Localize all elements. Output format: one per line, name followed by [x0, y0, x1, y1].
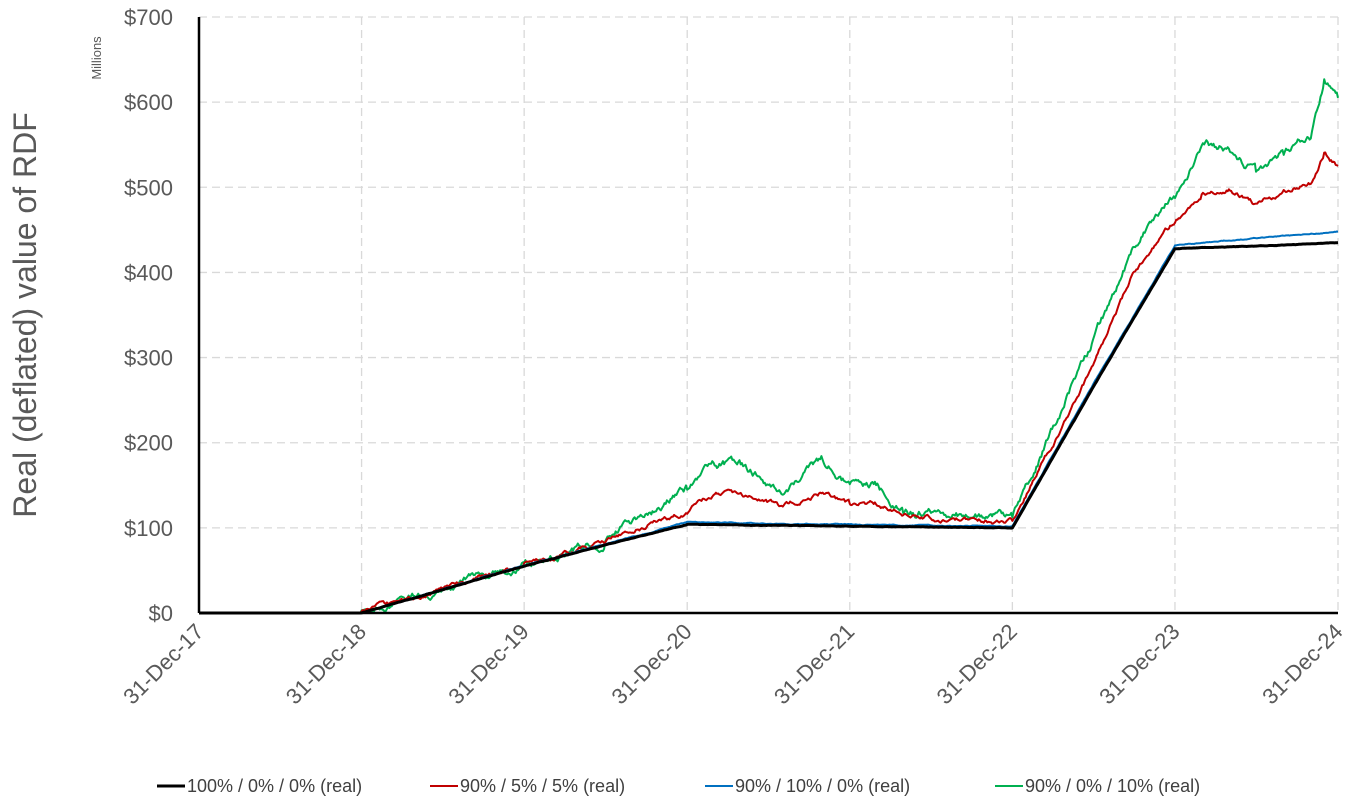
x-tick-label: 31-Dec-22	[932, 619, 1022, 709]
y-tick-label: $400	[124, 260, 173, 285]
legend: 100% / 0% / 0% (real) 90% / 5% / 5% (real…	[157, 776, 1200, 796]
y-tick-label: $200	[124, 431, 173, 456]
x-tick-label: 31-Dec-21	[769, 619, 859, 709]
y-tick-label: $700	[124, 5, 173, 30]
x-tick-label: 31-Dec-20	[606, 619, 696, 709]
x-tick-label: 31-Dec-23	[1094, 619, 1184, 709]
y-tick-label: $500	[124, 175, 173, 200]
y-units-label: Millions	[89, 36, 104, 80]
series-line-4	[199, 78, 1339, 614]
x-tick-label: 31-Dec-17	[118, 619, 208, 709]
x-tick-label: 31-Dec-18	[281, 619, 371, 709]
y-tick-label: $300	[124, 346, 173, 371]
legend-label: 90% / 10% / 0% (real)	[735, 776, 910, 796]
legend-label: 90% / 0% / 10% (real)	[1025, 776, 1200, 796]
y-tick-label: $0	[149, 601, 173, 626]
series-line-1	[198, 241, 1339, 615]
axes	[197, 17, 1338, 615]
y-tick-label: $100	[124, 516, 173, 541]
x-tick-label: 31-Dec-19	[443, 619, 533, 709]
x-tick-labels: 31-Dec-17 31-Dec-18 31-Dec-19 31-Dec-20 31-D…	[118, 619, 1347, 709]
series-line-2	[199, 151, 1339, 614]
series-line-3	[199, 230, 1339, 614]
legend-label: 90% / 5% / 5% (real)	[460, 776, 625, 796]
y-tick-label: $600	[124, 90, 173, 115]
series-lines	[198, 78, 1339, 615]
x-tick-label: 31-Dec-24	[1257, 619, 1347, 709]
y-tick-labels: $0 $100 $200 $300 $400 $500 $600 $700	[124, 5, 173, 626]
legend-label: 100% / 0% / 0% (real)	[187, 776, 362, 796]
y-axis-label: Real (deflated) value of RDF	[7, 112, 43, 518]
